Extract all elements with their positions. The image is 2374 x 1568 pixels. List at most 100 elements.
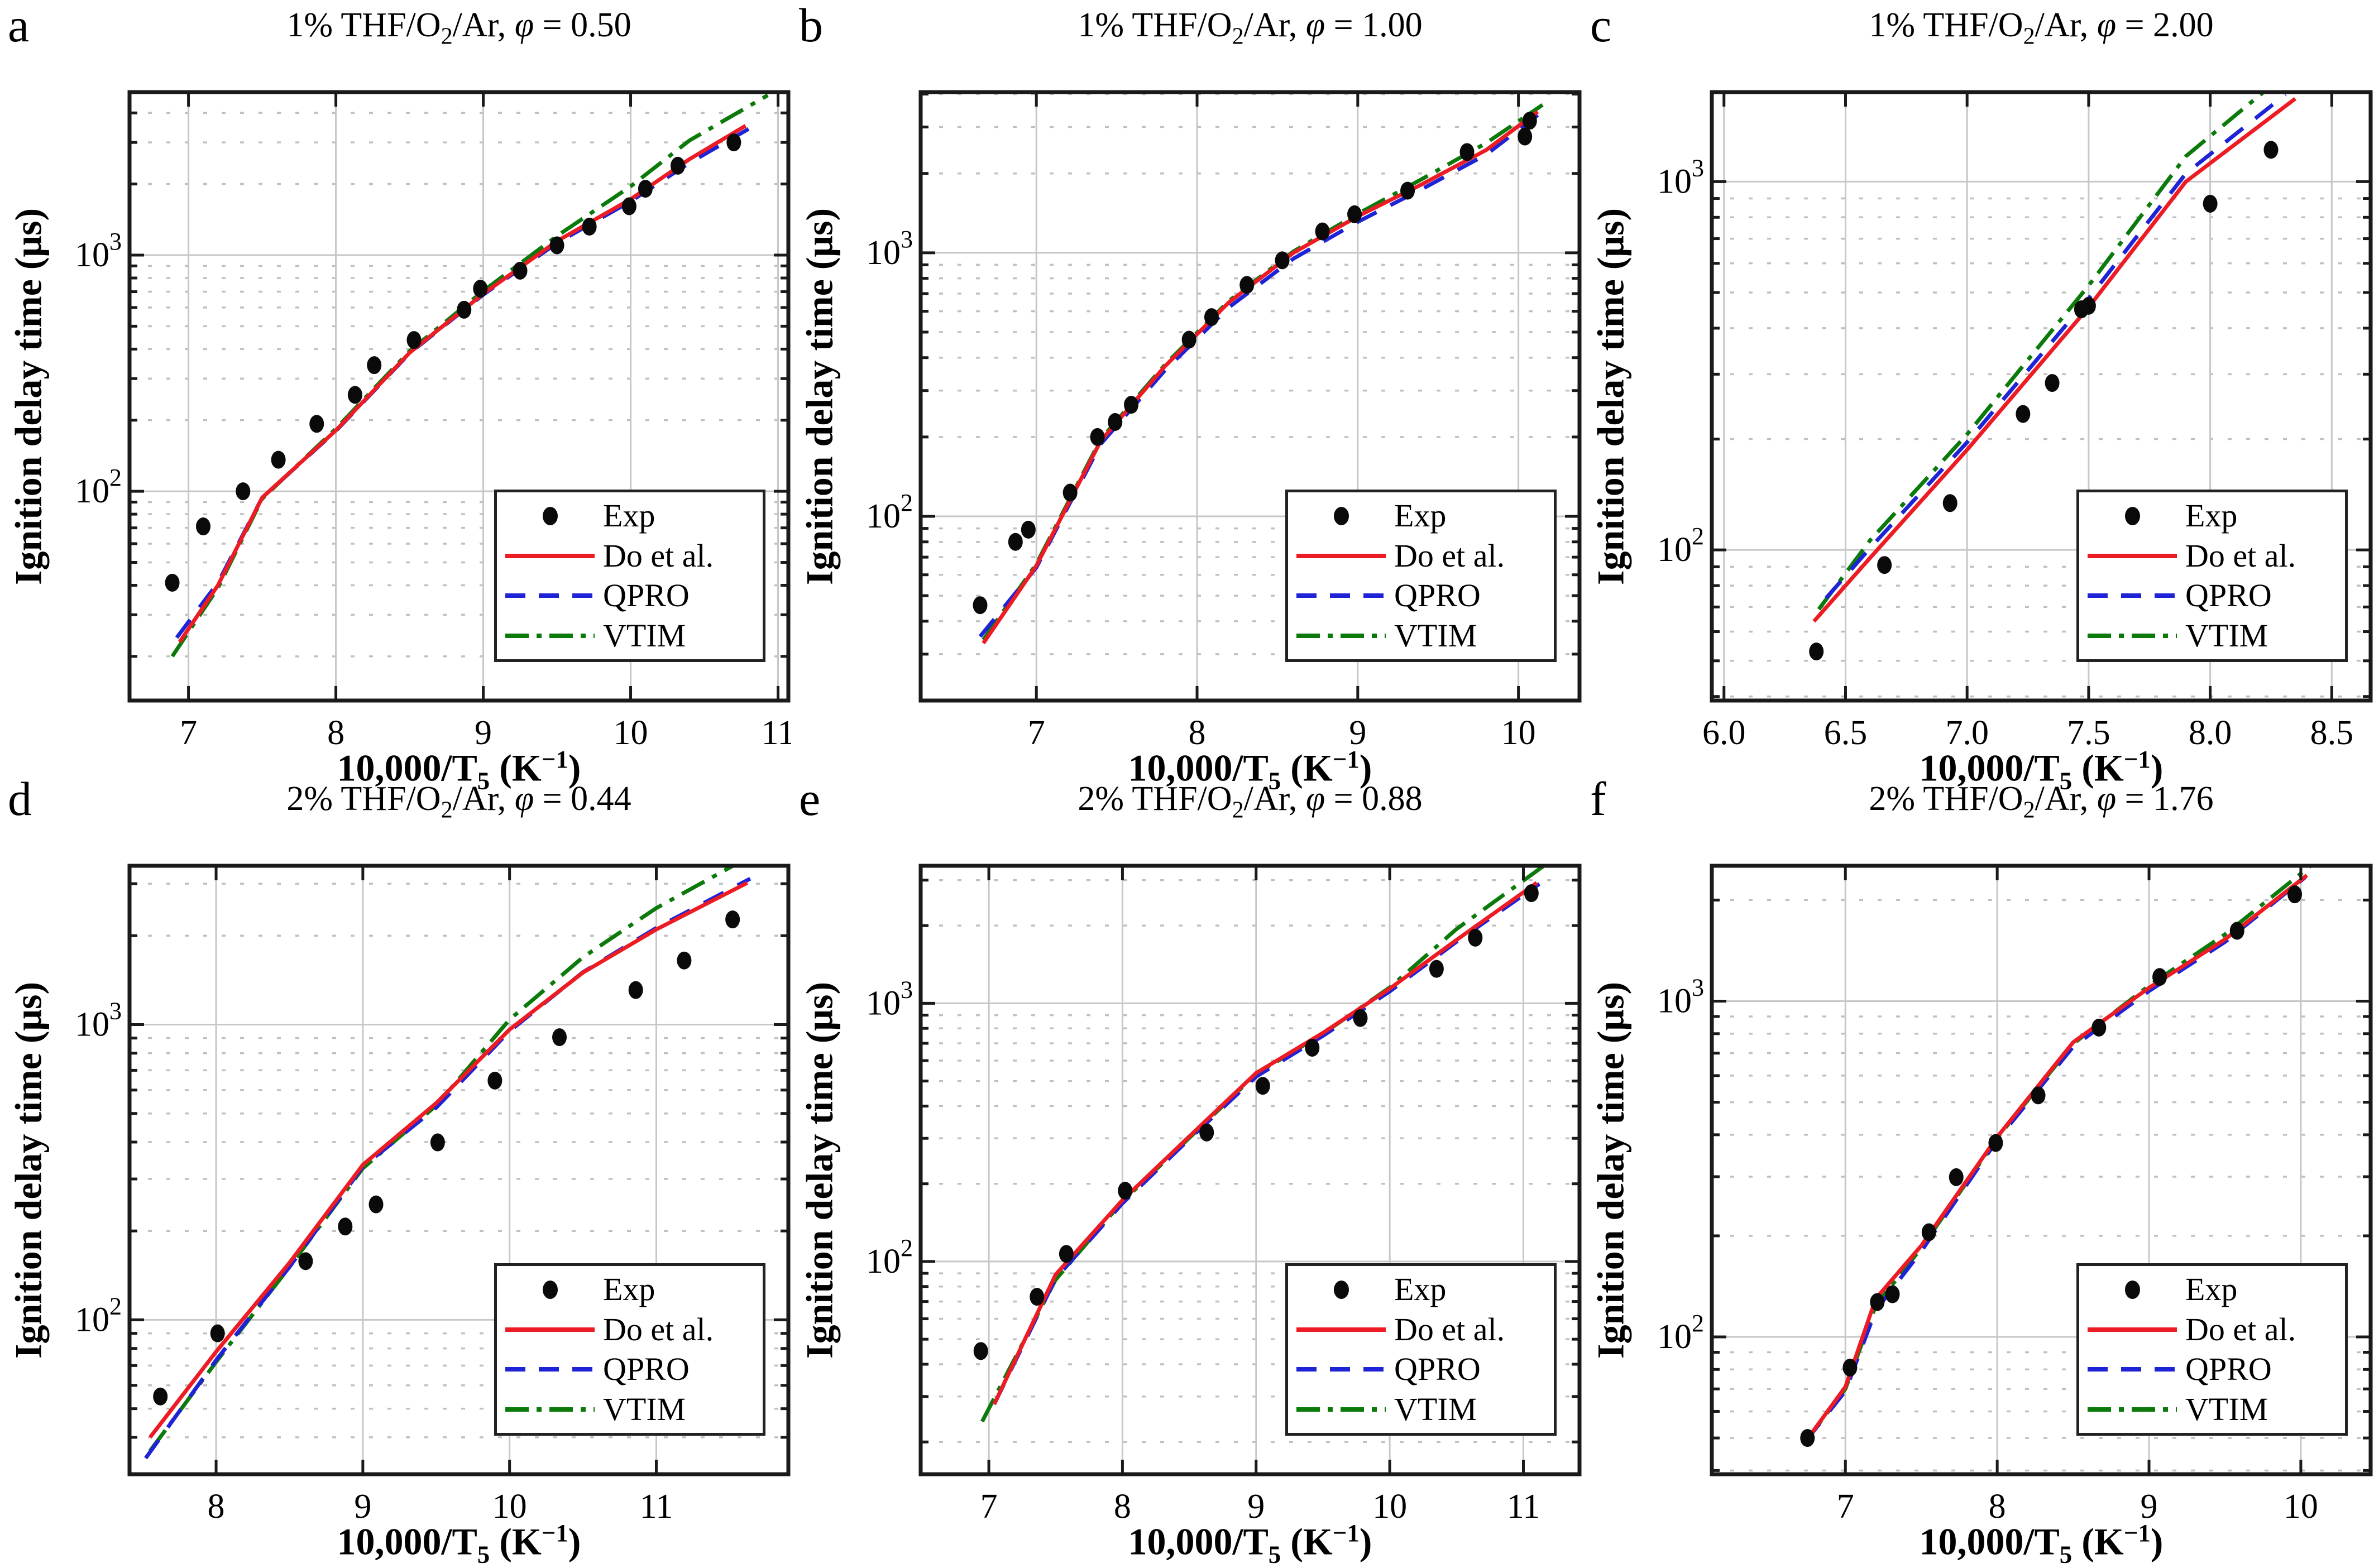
legend-row-exp: Exp xyxy=(497,500,763,532)
axis-ticks xyxy=(130,866,788,1474)
vtim-line-icon xyxy=(1288,632,1394,640)
x-tick-labels: 7 8 9 10 xyxy=(1837,1488,2318,1526)
xlabel-superscript: −1 xyxy=(541,745,568,773)
series-do xyxy=(992,881,1538,1406)
svg-text:102: 102 xyxy=(1657,1310,1704,1356)
exp-marker-icon xyxy=(1288,1280,1394,1299)
vtim-line-icon xyxy=(1288,1406,1394,1413)
xlabel-subscript: 5 xyxy=(1268,766,1281,795)
series-qpro xyxy=(992,882,1541,1406)
vtim-line-icon xyxy=(497,632,603,640)
title-text: /Ar, xyxy=(452,780,515,818)
legend-label: Do et al. xyxy=(1394,537,1505,574)
title-text: /Ar, xyxy=(2035,6,2097,44)
axis-ticks xyxy=(921,92,1580,701)
plot-box xyxy=(1710,90,2373,703)
svg-text:8: 8 xyxy=(1989,1488,2006,1526)
xlabel-subscript: 5 xyxy=(477,766,490,795)
do-line-icon xyxy=(2079,552,2185,560)
legend-label: QPRO xyxy=(1394,1351,1481,1388)
xlabel-text: ) xyxy=(568,746,581,789)
x-tick-labels: 7 8 9 10 11 xyxy=(980,1488,1540,1526)
legend-label: QPRO xyxy=(2185,577,2272,614)
svg-text:9: 9 xyxy=(354,1488,371,1526)
series xyxy=(973,103,1544,645)
legend-row-qpro: QPRO xyxy=(497,579,763,612)
legend-row-do: Do et al. xyxy=(497,1313,763,1346)
legend-label: Exp xyxy=(2185,1271,2238,1308)
svg-text:7: 7 xyxy=(1837,1488,1854,1526)
series-do xyxy=(149,881,749,1439)
svg-text:6.0: 6.0 xyxy=(1702,714,1746,752)
x-axis-label: 10,000/T5 (K−1) xyxy=(1712,747,2371,793)
qpro-line-icon xyxy=(497,1365,603,1373)
plot-area-f: 7 8 9 10 102 103 xyxy=(1582,774,2373,1547)
panel-title: 2% THF/O2/Ar, φ = 0.88 xyxy=(921,781,1580,822)
phi-symbol: φ xyxy=(1305,6,1325,44)
legend-label: Do et al. xyxy=(1394,1311,1505,1348)
xlabel-text: 10,000/T xyxy=(337,1520,477,1563)
svg-text:9: 9 xyxy=(1349,714,1366,752)
xlabel-text: 10,000/T xyxy=(1128,1520,1269,1563)
svg-text:9: 9 xyxy=(2141,1488,2158,1526)
series xyxy=(165,93,769,658)
legend-row-exp: Exp xyxy=(2079,1273,2345,1306)
panel-letter: f xyxy=(1590,772,1606,826)
y-tick-labels: 102 103 xyxy=(75,228,122,510)
title-subscript: 2 xyxy=(1232,23,1244,50)
legend-label: VTIM xyxy=(1394,1390,1477,1427)
series xyxy=(973,866,1545,1423)
series xyxy=(1809,92,2297,661)
y-axis-label: Ignition delay time (μs) xyxy=(7,208,50,585)
plot-box xyxy=(918,864,1582,1476)
svg-text:7: 7 xyxy=(180,714,197,752)
svg-text:8: 8 xyxy=(327,714,344,752)
xlabel-text: (K xyxy=(490,746,542,789)
x-axis-label: 10,000/T5 (K−1) xyxy=(921,747,1580,793)
series-exp xyxy=(153,910,740,1406)
panel-title: 2% THF/O2/Ar, φ = 0.44 xyxy=(130,781,788,822)
legend-row-exp: Exp xyxy=(2079,500,2345,532)
legend-row-qpro: QPRO xyxy=(1288,1353,1554,1385)
legend-label: QPRO xyxy=(603,577,690,614)
series-exp xyxy=(1800,885,2303,1447)
svg-text:8: 8 xyxy=(1114,1488,1131,1526)
svg-text:103: 103 xyxy=(866,976,913,1022)
axis-ticks xyxy=(130,92,788,701)
panel-title: 1% THF/O2/Ar, φ = 0.50 xyxy=(130,8,788,49)
y-axis-label: Ignition delay time (μs) xyxy=(7,981,50,1359)
phi-symbol: φ xyxy=(1305,780,1325,818)
axis-ticks xyxy=(921,866,1580,1474)
y-tick-labels: 102 103 xyxy=(75,997,122,1339)
xlabel-text: (K xyxy=(2072,746,2124,789)
plot-area-c: 6.0 6.5 7.0 7.5 8.0 8.5 102 103 xyxy=(1582,0,2373,773)
axis-ticks xyxy=(1712,866,2371,1474)
svg-text:7.5: 7.5 xyxy=(2067,714,2110,752)
xlabel-text: ) xyxy=(568,1520,581,1563)
xlabel-text: 10,000/T xyxy=(337,746,477,789)
title-text: 2% THF/O xyxy=(1078,780,1232,818)
xlabel-text: (K xyxy=(1281,1520,1333,1563)
svg-text:8.0: 8.0 xyxy=(2189,714,2232,752)
exp-marker-icon xyxy=(1288,506,1394,525)
title-text: 1% THF/O xyxy=(1078,6,1232,44)
legend-label: VTIM xyxy=(603,617,686,654)
legend-label: Exp xyxy=(1394,1271,1447,1308)
legend-label: VTIM xyxy=(603,1390,686,1427)
series-exp xyxy=(973,112,1537,615)
legend-row-do: Do et al. xyxy=(497,539,763,572)
svg-text:10: 10 xyxy=(2284,1488,2318,1526)
svg-text:9: 9 xyxy=(1247,1488,1265,1526)
legend-label: Exp xyxy=(603,497,655,534)
xlabel-subscript: 5 xyxy=(477,1540,490,1568)
series-do xyxy=(982,110,1539,645)
svg-text:102: 102 xyxy=(1657,522,1704,569)
plot-svg: 6.0 6.5 7.0 7.5 8.0 8.5 102 103 xyxy=(1657,90,2373,752)
svg-text:10: 10 xyxy=(1501,714,1536,752)
title-subscript: 2 xyxy=(1232,797,1244,823)
legend-row-do: Do et al. xyxy=(1288,1313,1554,1346)
svg-text:102: 102 xyxy=(866,1234,913,1281)
legend: Exp Do et al. QPRO VTIM xyxy=(494,1263,765,1436)
legend-row-exp: Exp xyxy=(1288,500,1554,532)
series-exp xyxy=(165,133,741,592)
